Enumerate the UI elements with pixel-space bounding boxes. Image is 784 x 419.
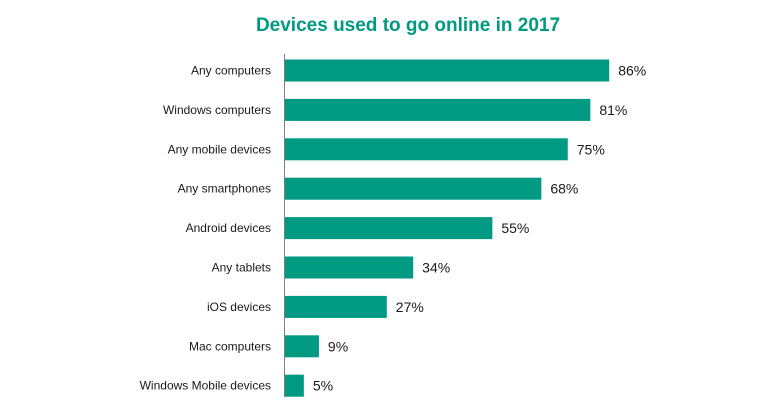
bar xyxy=(285,177,542,200)
category-label: Any smartphones xyxy=(178,182,271,196)
category-label: Android devices xyxy=(186,221,271,235)
chart-title: Devices used to go online in 2017 xyxy=(256,15,560,36)
bar xyxy=(285,59,610,82)
value-label: 9% xyxy=(328,338,348,354)
value-label: 75% xyxy=(577,141,605,157)
value-label: 68% xyxy=(550,181,578,197)
bar xyxy=(285,98,591,121)
bar xyxy=(285,335,319,358)
bars-group: Any computers 86% Windows computers 81% Any … xyxy=(140,59,646,397)
bar xyxy=(285,217,493,240)
value-label: 55% xyxy=(501,220,529,236)
bar-row: Any smartphones 68% xyxy=(178,177,578,200)
bar-row: Any tablets 34% xyxy=(212,256,450,279)
bar-row: Any computers 86% xyxy=(191,59,646,82)
bar xyxy=(285,295,387,318)
value-label: 34% xyxy=(422,260,450,276)
category-label: Any computers xyxy=(191,64,271,78)
bar-row: Any mobile devices 75% xyxy=(168,138,605,161)
bar-row: Mac computers 9% xyxy=(189,335,348,358)
category-label: iOS devices xyxy=(207,300,271,314)
category-label: Windows Mobile devices xyxy=(140,379,271,393)
value-label: 81% xyxy=(599,102,627,118)
value-label: 86% xyxy=(618,63,646,79)
bar-row: Android devices 55% xyxy=(186,217,529,240)
bar xyxy=(285,256,414,279)
category-label: Mac computers xyxy=(189,339,271,353)
category-label: Windows computers xyxy=(163,103,271,117)
bar-row: Windows computers 81% xyxy=(163,98,627,121)
bar xyxy=(285,374,304,397)
value-label: 5% xyxy=(313,378,333,394)
value-label: 27% xyxy=(396,299,424,315)
bar xyxy=(285,138,568,161)
category-label: Any tablets xyxy=(212,261,271,275)
bar-row: Windows Mobile devices 5% xyxy=(140,374,333,397)
category-label: Any mobile devices xyxy=(168,142,271,156)
bar-row: iOS devices 27% xyxy=(207,295,424,318)
